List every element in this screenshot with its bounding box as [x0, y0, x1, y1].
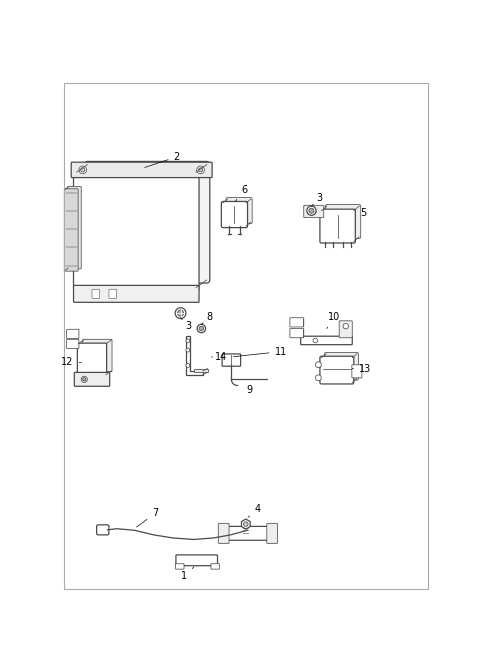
FancyBboxPatch shape — [304, 205, 324, 217]
Circle shape — [186, 348, 190, 352]
Circle shape — [310, 208, 316, 215]
FancyBboxPatch shape — [325, 205, 361, 239]
FancyBboxPatch shape — [92, 289, 100, 299]
Circle shape — [175, 308, 186, 319]
FancyBboxPatch shape — [267, 523, 277, 543]
FancyBboxPatch shape — [290, 318, 304, 327]
Text: 11: 11 — [233, 346, 287, 356]
Text: 10: 10 — [327, 312, 341, 329]
Circle shape — [186, 339, 190, 342]
FancyBboxPatch shape — [222, 354, 240, 366]
Text: 5: 5 — [360, 208, 366, 218]
FancyBboxPatch shape — [73, 285, 199, 303]
FancyBboxPatch shape — [226, 198, 252, 224]
Text: 13: 13 — [352, 364, 372, 374]
FancyBboxPatch shape — [218, 523, 229, 543]
FancyBboxPatch shape — [300, 336, 352, 344]
Text: 14: 14 — [211, 352, 228, 362]
FancyBboxPatch shape — [324, 352, 359, 380]
FancyBboxPatch shape — [176, 555, 217, 566]
FancyBboxPatch shape — [83, 339, 112, 372]
FancyBboxPatch shape — [221, 201, 248, 227]
FancyBboxPatch shape — [211, 564, 219, 569]
Circle shape — [315, 362, 321, 368]
Polygon shape — [241, 519, 250, 529]
Circle shape — [186, 364, 190, 367]
FancyBboxPatch shape — [226, 527, 270, 540]
FancyBboxPatch shape — [320, 356, 354, 384]
Polygon shape — [186, 336, 203, 374]
Circle shape — [313, 338, 318, 342]
FancyBboxPatch shape — [109, 289, 117, 299]
Circle shape — [79, 166, 86, 174]
FancyBboxPatch shape — [176, 564, 184, 569]
Text: 8: 8 — [201, 312, 212, 325]
FancyBboxPatch shape — [339, 321, 352, 338]
Circle shape — [199, 327, 204, 331]
Text: 6: 6 — [235, 185, 248, 201]
FancyBboxPatch shape — [64, 189, 78, 271]
Text: 3: 3 — [312, 193, 322, 206]
Text: 4: 4 — [248, 505, 261, 517]
FancyBboxPatch shape — [290, 329, 304, 338]
FancyBboxPatch shape — [67, 339, 79, 348]
Circle shape — [315, 375, 321, 381]
Circle shape — [343, 323, 348, 329]
Circle shape — [81, 376, 87, 382]
Circle shape — [307, 206, 316, 215]
Polygon shape — [194, 368, 207, 372]
Text: 3: 3 — [180, 318, 192, 331]
FancyBboxPatch shape — [352, 365, 362, 378]
FancyBboxPatch shape — [84, 162, 210, 283]
FancyBboxPatch shape — [74, 372, 110, 386]
FancyBboxPatch shape — [67, 329, 79, 338]
FancyBboxPatch shape — [71, 162, 212, 178]
Circle shape — [178, 310, 184, 316]
Circle shape — [197, 166, 204, 174]
Circle shape — [197, 325, 205, 332]
FancyBboxPatch shape — [96, 525, 109, 535]
Text: 9: 9 — [247, 385, 253, 395]
FancyBboxPatch shape — [77, 343, 107, 376]
FancyBboxPatch shape — [73, 169, 199, 291]
Circle shape — [81, 168, 85, 172]
Circle shape — [309, 208, 314, 213]
Circle shape — [243, 522, 248, 526]
Text: 2: 2 — [144, 152, 180, 168]
FancyBboxPatch shape — [320, 209, 355, 243]
Circle shape — [199, 168, 203, 172]
FancyBboxPatch shape — [67, 186, 81, 269]
Circle shape — [83, 378, 86, 381]
Text: 7: 7 — [137, 508, 158, 527]
Text: 1: 1 — [181, 567, 194, 581]
Text: 12: 12 — [61, 357, 82, 367]
